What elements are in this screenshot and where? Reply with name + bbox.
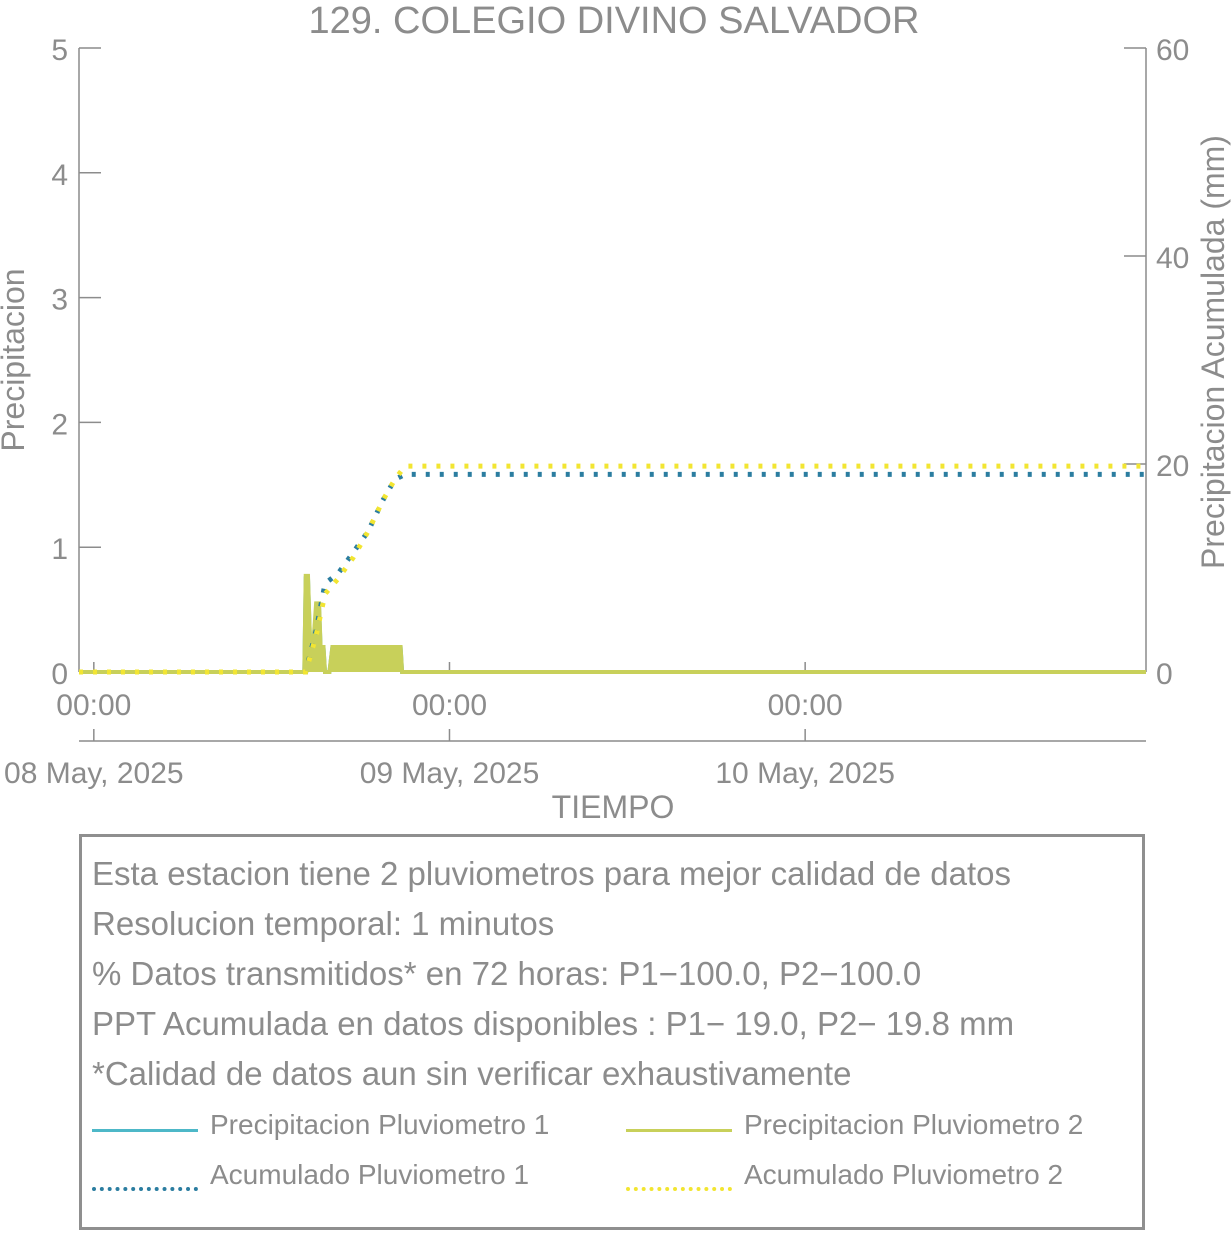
y-left-tick-label: 1 [51, 533, 68, 566]
precipitation-chart: 129. COLEGIO DIVINO SALVADOR 0 1 2 3 4 5 0 20 40… [0, 0, 1231, 825]
y-left-tick-label: 2 [51, 408, 68, 441]
series-area-1 [79, 578, 1146, 672]
x-tick-date-label: 10 May, 2025 [715, 757, 895, 790]
series-line-1 [79, 576, 1146, 674]
series-area-2 [79, 575, 1146, 672]
chart-marks [79, 463, 1146, 675]
legend-swatch-p1 [92, 1129, 198, 1132]
x-tick-time-label: 00:00 [56, 689, 131, 722]
x-tick-time-label: 00:00 [412, 689, 487, 722]
info-line-resolution: Resolucion temporal: 1 minutos [92, 905, 555, 942]
axes: 0 1 2 3 4 5 0 20 40 60 00:00 08 May, 2025 00:00 09 Ma… [4, 34, 1189, 790]
y-right-tick-label: 20 [1156, 450, 1189, 483]
legend-label-p1: Precipitacion Pluviometro 1 [210, 1109, 550, 1140]
info-line-stations: Esta estacion tiene 2 pluviometros para … [92, 855, 1012, 892]
x-tick-date-label: 09 May, 2025 [360, 757, 540, 790]
info-legend-box: Esta estacion tiene 2 pluviometros para … [79, 834, 1145, 1230]
series-line-4 [79, 463, 1146, 675]
y-axis-left-label: Precipitacion [0, 268, 31, 451]
y-right-tick-label: 60 [1156, 34, 1189, 67]
x-tick-date-label: 08 May, 2025 [4, 757, 184, 790]
y-left-tick-label: 3 [51, 284, 68, 317]
legend-label-a2: Acumulado Pluviometro 2 [744, 1159, 1064, 1190]
legend-label-a1: Acumulado Pluviometro 1 [210, 1159, 530, 1190]
legend-swatch-a2 [626, 1187, 732, 1191]
legend-swatch-p2 [626, 1129, 732, 1132]
y-right-tick-label: 0 [1156, 658, 1173, 691]
legend-swatch-a1 [92, 1187, 198, 1191]
chart-title: 129. COLEGIO DIVINO SALVADOR [308, 0, 919, 42]
legend-label-p2: Precipitacion Pluviometro 2 [744, 1109, 1084, 1140]
x-tick-time-label: 00:00 [768, 689, 843, 722]
y-left-tick-label: 4 [51, 159, 68, 192]
y-left-tick-label: 5 [51, 34, 68, 67]
y-axis-right-label: Precipitacion Acumulada (mm) [1195, 135, 1231, 569]
info-line-quality-note: *Calidad de datos aun sin verificar exha… [92, 1055, 852, 1092]
series-line-2 [79, 573, 1146, 674]
y-right-tick-label: 40 [1156, 242, 1189, 275]
info-line-transmitted: % Datos transmitidos* en 72 horas: P1−10… [92, 955, 922, 992]
x-axis-label: TIEMPO [552, 789, 675, 825]
series-line-3 [79, 471, 1146, 675]
y-left-tick-label: 0 [51, 658, 68, 691]
info-line-accumulated: PPT Acumulada en datos disponibles : P1−… [92, 1005, 1015, 1042]
